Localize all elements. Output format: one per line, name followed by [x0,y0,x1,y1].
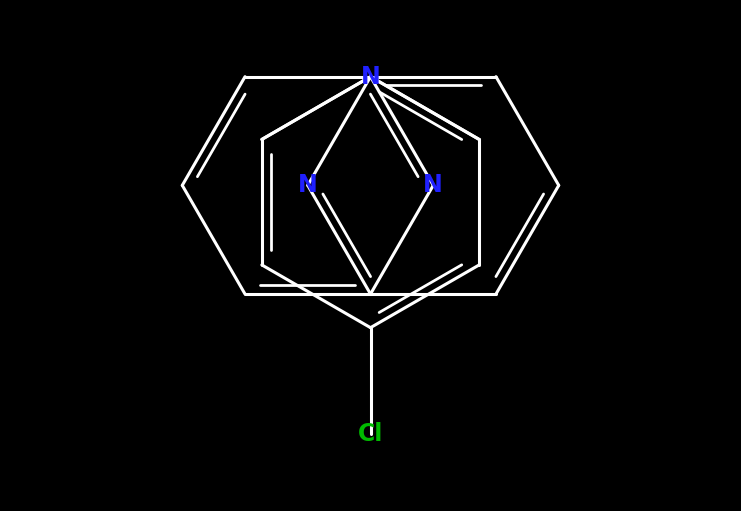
Text: N: N [423,173,443,197]
Text: N: N [361,65,380,89]
Text: N: N [298,173,318,197]
Text: Cl: Cl [358,422,383,446]
